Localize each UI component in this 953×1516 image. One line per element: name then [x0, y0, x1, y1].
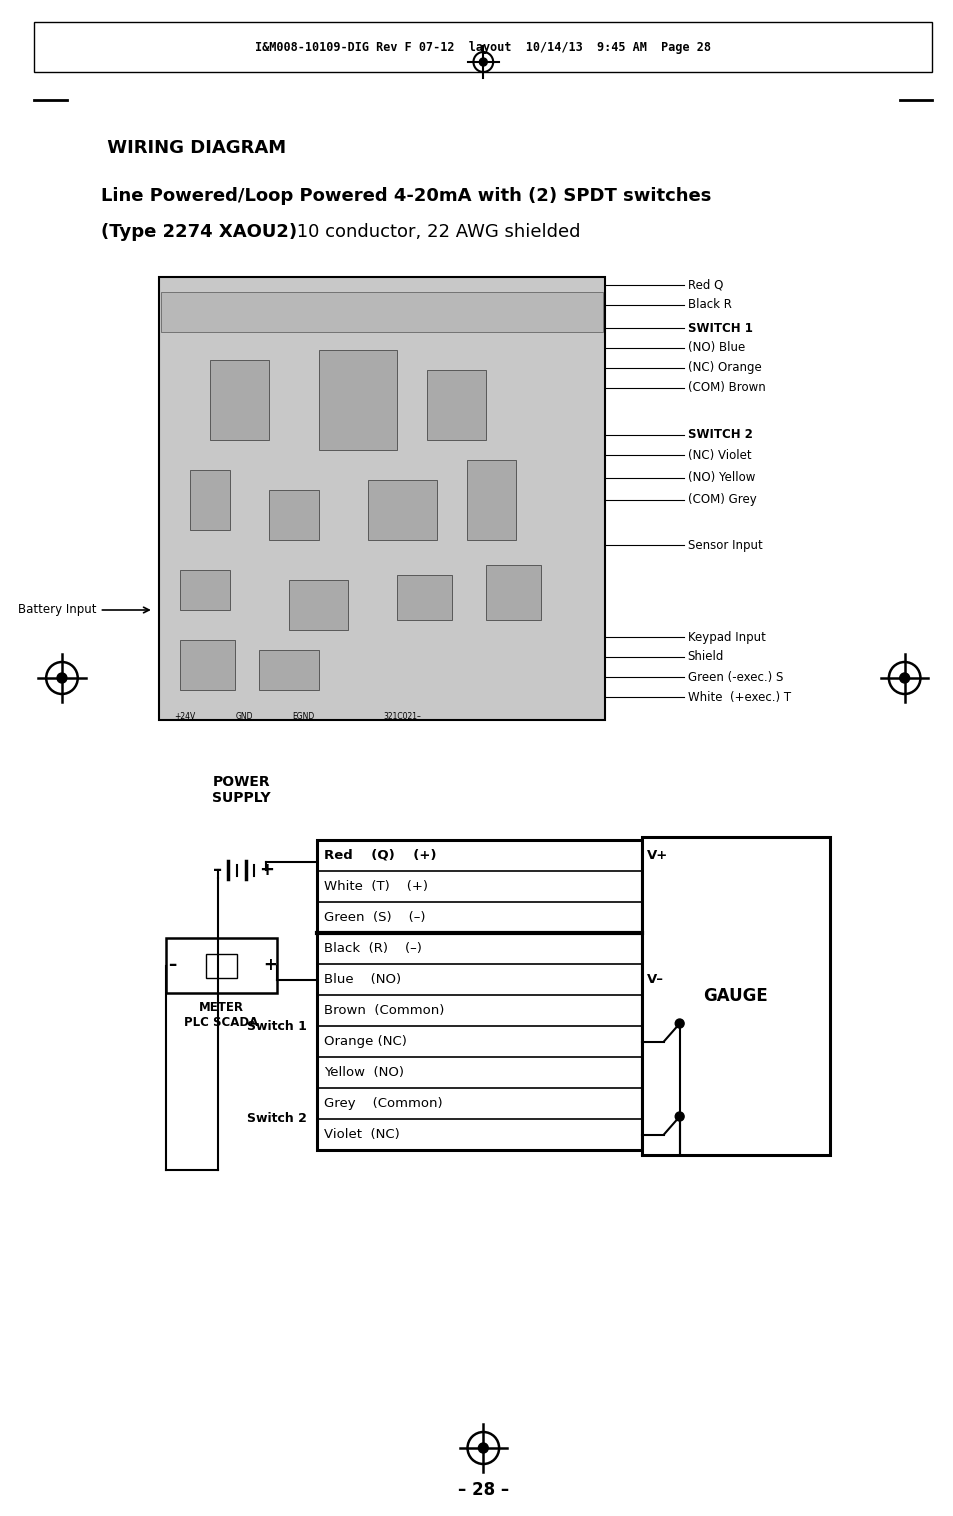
Bar — [486, 565, 540, 620]
Text: Shield: Shield — [687, 650, 723, 664]
Bar — [205, 954, 237, 978]
Text: Black  (R)    (–): Black (R) (–) — [324, 941, 422, 955]
Circle shape — [477, 1443, 488, 1452]
Text: Green  (S)    (–): Green (S) (–) — [324, 911, 425, 923]
Text: Black R: Black R — [687, 299, 731, 311]
Text: POWER
SUPPLY: POWER SUPPLY — [212, 775, 271, 805]
Text: (NO) Yellow: (NO) Yellow — [687, 471, 754, 485]
Bar — [368, 481, 436, 540]
Bar — [160, 293, 602, 332]
Text: V–: V– — [646, 973, 663, 985]
Text: Blue    (NO): Blue (NO) — [324, 973, 401, 985]
Text: Sensor Input: Sensor Input — [687, 538, 761, 552]
Text: SWITCH 1: SWITCH 1 — [687, 321, 752, 335]
Bar — [397, 575, 452, 620]
Text: Battery Input: Battery Input — [18, 603, 96, 617]
Text: +24V: +24V — [174, 713, 195, 722]
Text: I&M008-10109-DIG Rev F 07-12  layout  10/14/13  9:45 AM  Page 28: I&M008-10109-DIG Rev F 07-12 layout 10/1… — [255, 41, 711, 53]
Text: Red    (Q)    (+): Red (Q) (+) — [324, 849, 436, 863]
Text: (NC) Orange: (NC) Orange — [687, 361, 760, 374]
Text: Grey    (Common): Grey (Common) — [324, 1098, 442, 1110]
Text: Yellow  (NO): Yellow (NO) — [324, 1066, 404, 1079]
Text: White  (+exec.) T: White (+exec.) T — [687, 690, 790, 703]
Text: (NC) Violet: (NC) Violet — [687, 449, 750, 461]
Bar — [210, 359, 269, 440]
Text: – 28 –: – 28 – — [457, 1481, 508, 1499]
Bar — [180, 570, 230, 609]
Text: –: – — [213, 861, 222, 879]
Text: (COM) Brown: (COM) Brown — [687, 382, 764, 394]
Text: (NO) Blue: (NO) Blue — [687, 341, 744, 355]
Bar — [466, 459, 516, 540]
Text: +: + — [263, 957, 276, 975]
Text: GND: GND — [235, 713, 253, 722]
Bar — [269, 490, 318, 540]
Bar — [34, 23, 931, 71]
Text: +: + — [258, 861, 274, 879]
Bar — [641, 837, 829, 1155]
Text: 10 conductor, 22 AWG shielded: 10 conductor, 22 AWG shielded — [291, 223, 579, 241]
Text: Orange (NC): Orange (NC) — [324, 1035, 407, 1048]
Text: Line Powered/Loop Powered 4-20mA with (2) SPDT switches: Line Powered/Loop Powered 4-20mA with (2… — [101, 186, 711, 205]
Text: Green (-exec.) S: Green (-exec.) S — [687, 670, 782, 684]
Text: Keypad Input: Keypad Input — [687, 631, 764, 643]
Bar — [166, 938, 276, 993]
Text: GAUGE: GAUGE — [702, 987, 767, 1005]
Text: Switch 2: Switch 2 — [247, 1113, 306, 1125]
Circle shape — [899, 673, 908, 684]
Text: –: – — [168, 957, 176, 975]
Text: Switch 1: Switch 1 — [247, 1019, 306, 1032]
Text: EGND: EGND — [293, 713, 314, 722]
Text: SWITCH 2: SWITCH 2 — [687, 429, 752, 441]
Text: WIRING DIAGRAM: WIRING DIAGRAM — [101, 139, 286, 158]
Text: METER
PLC SCADA: METER PLC SCADA — [184, 1001, 258, 1029]
Text: White  (T)    (+): White (T) (+) — [324, 879, 428, 893]
Bar — [316, 840, 641, 1151]
Bar — [427, 370, 486, 440]
Text: Brown  (Common): Brown (Common) — [324, 1004, 444, 1017]
Circle shape — [478, 58, 487, 67]
Bar — [158, 277, 604, 720]
Circle shape — [675, 1113, 683, 1120]
Text: 321C021–: 321C021– — [383, 713, 421, 722]
Bar — [180, 640, 234, 690]
Text: Violet  (NC): Violet (NC) — [324, 1128, 399, 1142]
Bar — [289, 581, 348, 631]
Text: V+: V+ — [646, 849, 668, 863]
Text: Red Q: Red Q — [687, 279, 722, 291]
Circle shape — [675, 1019, 683, 1028]
Bar — [318, 350, 397, 450]
Bar — [190, 470, 230, 531]
Bar — [259, 650, 318, 690]
Text: (Type 2274 XAOU2): (Type 2274 XAOU2) — [101, 223, 297, 241]
Circle shape — [57, 673, 67, 684]
Text: (COM) Grey: (COM) Grey — [687, 494, 756, 506]
